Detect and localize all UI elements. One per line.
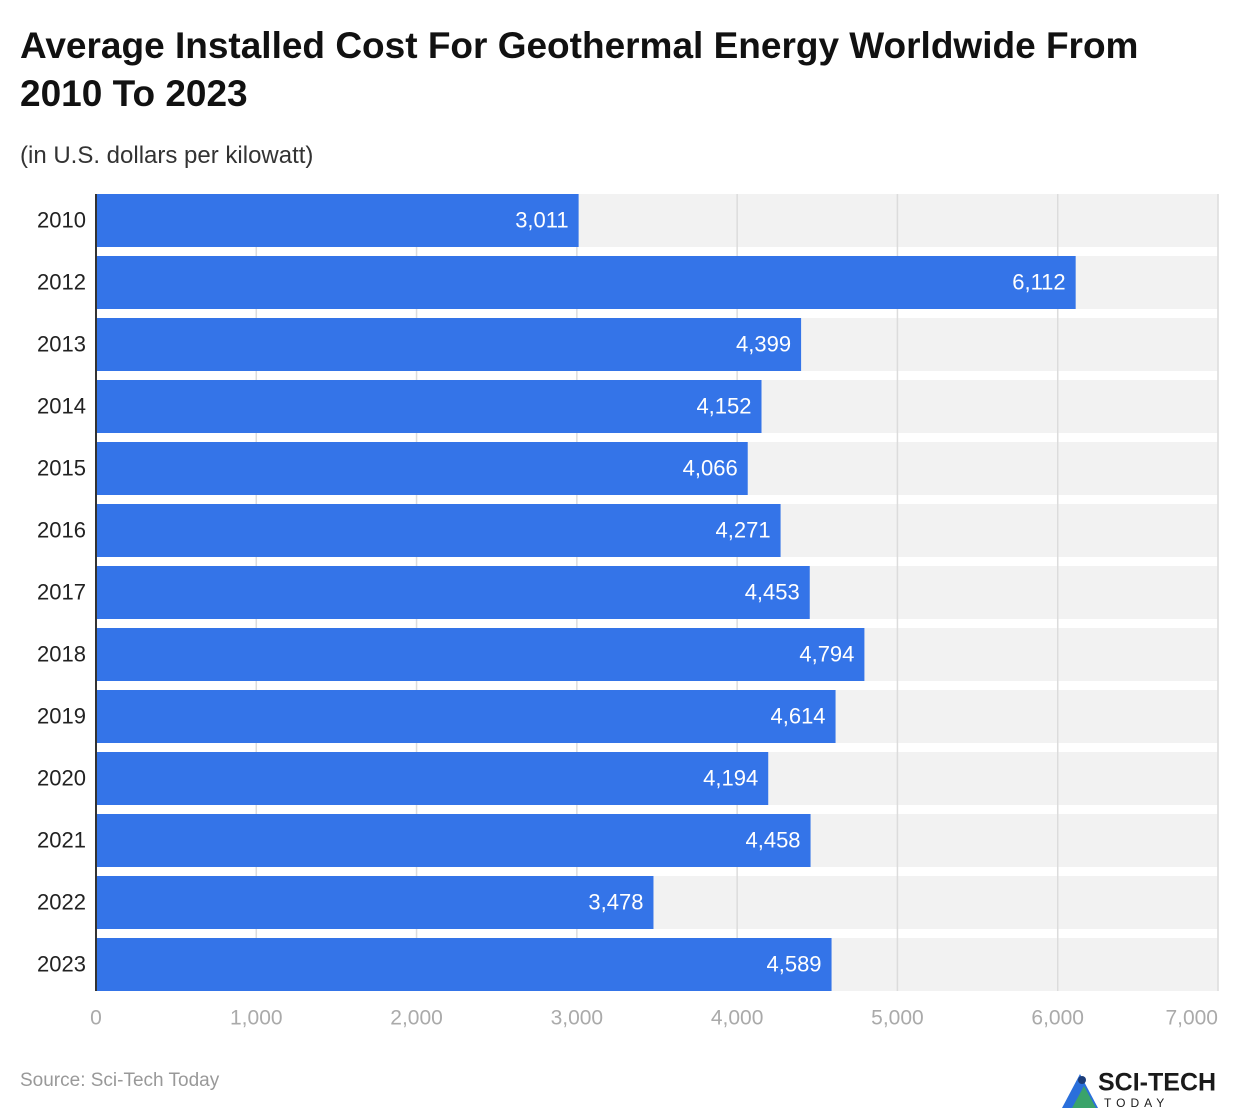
x-tick-label: 0	[90, 1007, 102, 1030]
y-tick-label: 2017	[37, 579, 86, 604]
value-label: 3,478	[588, 889, 643, 914]
value-label: 6,112	[1012, 269, 1065, 294]
y-tick-label: 2016	[37, 517, 86, 542]
source: Source: Sci-Tech Today	[20, 1070, 220, 1091]
y-tick-label: 2014	[37, 393, 86, 418]
y-tick-label: 2018	[37, 641, 86, 666]
bars	[96, 194, 1076, 991]
chart-subtitle: (in U.S. dollars per kilowatt)	[20, 142, 314, 169]
value-label: 4,458	[745, 827, 800, 852]
bar	[96, 876, 654, 929]
bar	[96, 566, 810, 619]
y-tick-label: 2022	[37, 889, 86, 914]
value-label: 4,794	[799, 641, 854, 666]
chart-title: Average Installed Cost For Geothermal En…	[20, 25, 1139, 114]
value-label: 4,194	[703, 765, 758, 790]
value-label: 4,152	[696, 393, 751, 418]
y-tick-label: 2021	[37, 827, 86, 852]
value-label: 4,271	[716, 517, 771, 542]
bar	[96, 752, 769, 805]
y-tick-label: 2010	[37, 207, 86, 232]
y-tick-label: 2019	[37, 703, 86, 728]
x-tick-label: 3,000	[551, 1007, 604, 1030]
value-label: 4,453	[745, 579, 800, 604]
y-tick-label: 2015	[37, 455, 86, 480]
y-tick-label: 2023	[37, 951, 86, 976]
value-label: 4,614	[770, 703, 825, 728]
bar	[96, 938, 832, 991]
bar	[96, 256, 1076, 309]
y-tick-label: 2013	[37, 331, 86, 356]
value-label: 4,399	[736, 331, 791, 356]
bar	[96, 628, 865, 681]
x-tick-label: 4,000	[711, 1007, 764, 1030]
logo-name: SCI-TECH	[1098, 1069, 1216, 1097]
x-tick-label: 5,000	[871, 1007, 924, 1030]
y-tick-label: 2012	[37, 269, 86, 294]
y-tick-label: 2020	[37, 765, 86, 790]
bar	[96, 504, 781, 557]
value-label: 4,066	[683, 455, 738, 480]
bar	[96, 814, 811, 867]
bar	[96, 318, 802, 371]
x-tick-label: 6,000	[1031, 1007, 1084, 1030]
x-tick-label: 1,000	[230, 1007, 283, 1030]
bar	[96, 380, 762, 433]
logo-icon	[1062, 1074, 1098, 1108]
bar	[96, 690, 836, 743]
x-tick-label: 7,000	[1165, 1007, 1218, 1030]
value-label: 4,589	[766, 951, 821, 976]
value-label: 3,011	[515, 207, 568, 232]
x-tick-label: 2,000	[390, 1007, 443, 1030]
bar	[96, 194, 579, 247]
logo-tagline: TODAY	[1104, 1096, 1169, 1110]
bar	[96, 442, 748, 495]
